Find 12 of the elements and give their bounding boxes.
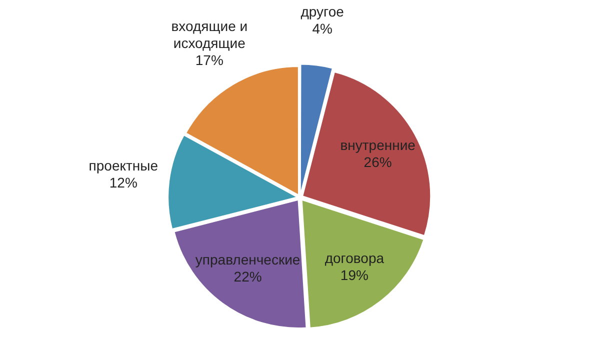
slice-label: договора — [324, 250, 384, 266]
data-label: 4% — [312, 20, 332, 36]
data-label: 12% — [109, 174, 138, 191]
slice-label: входящие и исходящие — [171, 18, 248, 52]
slice-label: другое — [300, 3, 344, 20]
data-label: 19% — [340, 267, 368, 284]
slice-label: управленческие — [195, 252, 300, 268]
slice-label: внутренние — [340, 137, 416, 154]
data-label: 17% — [195, 52, 224, 68]
data-label: 26% — [364, 154, 392, 170]
data-label: 22% — [234, 268, 262, 285]
slice-label: проектные — [88, 158, 158, 174]
